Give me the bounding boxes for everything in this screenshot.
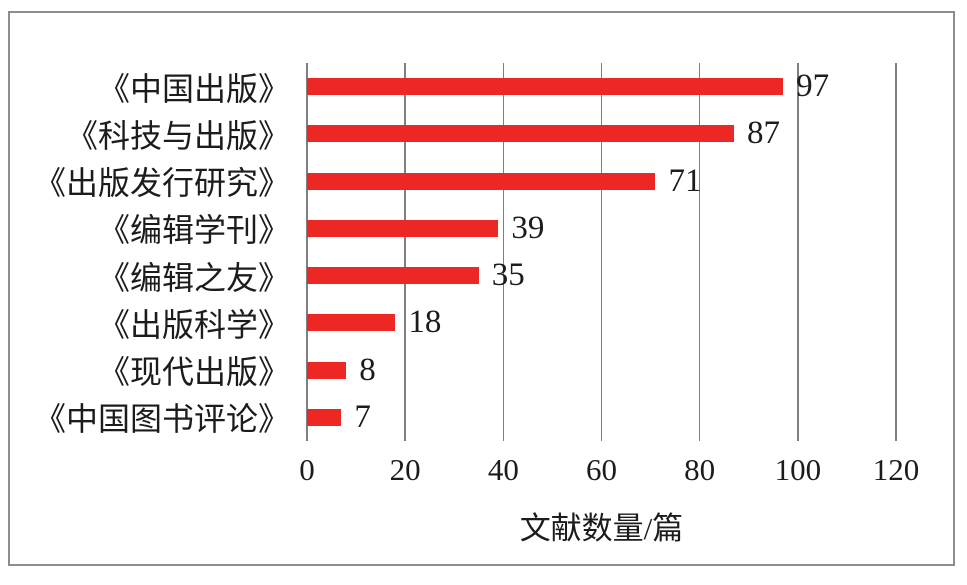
x-tick-label: 80 xyxy=(684,452,716,487)
x-tick-label: 0 xyxy=(299,452,315,487)
x-tick-label: 20 xyxy=(389,452,421,487)
value-label: 87 xyxy=(747,115,781,152)
gridline xyxy=(404,63,406,441)
chart-figure: 《中国出版》 97 《科技与出版》 87 《出版发行研究》 71 《编辑学刊》 39 《编辑之友… xyxy=(8,11,955,566)
category-label: 《中国图书评论》 xyxy=(33,401,290,438)
gridline xyxy=(502,63,505,441)
x-tick-label: 100 xyxy=(774,452,822,487)
gridline xyxy=(600,63,603,441)
gridline xyxy=(797,63,799,441)
bar xyxy=(307,219,499,237)
x-tick-label: 120 xyxy=(872,452,920,487)
value-label: 35 xyxy=(491,257,525,294)
gridline xyxy=(306,63,308,441)
x-axis-title: 文献数量/篇 xyxy=(519,511,684,546)
value-label: 8 xyxy=(359,351,376,388)
value-label: 97 xyxy=(796,68,830,105)
category-label: 《编辑学刊》 xyxy=(97,212,290,249)
category-label: 《中国出版》 xyxy=(97,70,290,107)
value-label: 18 xyxy=(408,304,442,341)
category-label: 《出版发行研究》 xyxy=(33,165,290,202)
bar xyxy=(307,78,784,96)
bar xyxy=(307,172,656,190)
category-label: 《编辑之友》 xyxy=(97,259,290,296)
category-label: 《科技与出版》 xyxy=(65,117,290,154)
value-label: 39 xyxy=(511,209,545,246)
x-tick-label: 40 xyxy=(487,452,519,487)
category-label: 《现代出版》 xyxy=(97,354,290,391)
category-label: 《出版科学》 xyxy=(97,306,290,343)
bar xyxy=(307,125,735,143)
bar xyxy=(307,314,396,332)
bar xyxy=(307,267,479,285)
bar xyxy=(307,361,347,379)
bar xyxy=(307,408,342,426)
gridline xyxy=(698,63,701,441)
gridline xyxy=(895,63,897,441)
x-tick-label: 60 xyxy=(586,452,617,487)
value-label: 71 xyxy=(668,162,702,199)
value-label: 7 xyxy=(354,398,371,435)
